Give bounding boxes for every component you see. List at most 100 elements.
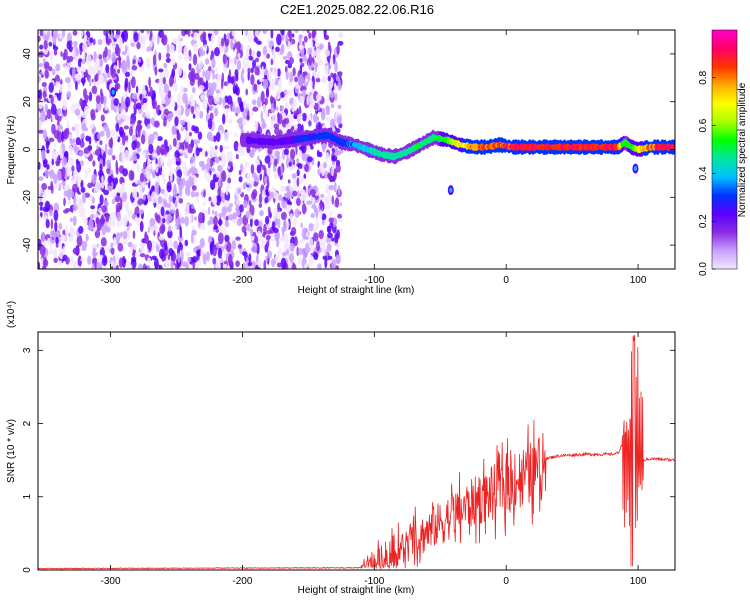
noise-blob — [256, 164, 262, 174]
noise-blob — [203, 168, 208, 179]
noise-blob — [64, 65, 70, 72]
noise-blob — [324, 152, 330, 162]
noise-blob — [176, 263, 180, 269]
noise-blob — [188, 176, 193, 188]
noise-blob — [244, 162, 251, 168]
noise-blob — [327, 232, 333, 239]
noise-blob — [71, 50, 76, 57]
noise-blob — [99, 58, 104, 67]
noise-blob — [291, 173, 297, 179]
noise-blob — [116, 187, 122, 194]
noise-blob — [163, 198, 167, 207]
noise-blob — [64, 184, 69, 191]
colorbar-gradient — [712, 30, 737, 269]
noise-blob — [76, 161, 82, 173]
noise-blob — [193, 126, 200, 134]
noise-blob — [48, 66, 53, 72]
noise-blob — [139, 93, 143, 101]
noise-blob — [187, 256, 192, 263]
noise-blob — [50, 218, 54, 230]
noise-blob — [186, 204, 190, 214]
noise-blob — [331, 165, 334, 177]
noise-blob — [154, 66, 158, 76]
noise-blob — [272, 67, 278, 77]
noise-blob — [55, 161, 60, 167]
noise-blob — [253, 120, 259, 132]
noise-blob — [323, 161, 327, 169]
noise-blob — [130, 264, 133, 269]
noise-blob — [51, 114, 54, 122]
noise-blob — [243, 200, 249, 207]
noise-blob — [117, 68, 120, 74]
noise-blob — [107, 185, 113, 191]
noise-blob — [221, 170, 227, 182]
noise-blob — [280, 185, 287, 192]
noise-blob — [243, 30, 247, 36]
noise-blob — [276, 106, 279, 112]
noise-blob — [298, 175, 305, 185]
noise-blob — [192, 113, 196, 119]
noise-blob — [264, 67, 268, 76]
noise-blob — [72, 30, 78, 36]
noise-blob — [115, 177, 118, 185]
noise-blob — [210, 50, 214, 57]
noise-blob — [172, 252, 177, 262]
noise-blob — [53, 257, 58, 263]
noise-blob — [235, 74, 239, 82]
noise-blob — [194, 246, 198, 252]
noise-blob — [80, 187, 86, 193]
noise-blob — [306, 231, 309, 238]
noise-blob — [335, 197, 340, 208]
noise-blob — [147, 257, 152, 264]
noise-blob — [210, 34, 215, 44]
noise-blob — [51, 68, 56, 76]
noise-blob — [298, 148, 302, 158]
noise-blob — [47, 30, 51, 38]
noise-blob — [199, 46, 204, 57]
noise-blob — [113, 134, 117, 139]
snr-panel: -300 -200 -100 0 100 0 1 2 3 Height of straight… — [6, 301, 676, 596]
noise-blob — [167, 90, 172, 99]
noise-blob — [59, 242, 63, 250]
noise-blob — [177, 107, 181, 119]
noise-blob — [103, 57, 108, 63]
noise-blob — [244, 55, 249, 62]
noise-blob — [235, 106, 241, 115]
noise-blob — [149, 217, 156, 227]
noise-blob — [85, 95, 90, 100]
noise-blob — [311, 31, 316, 39]
noise-blob — [143, 101, 148, 111]
noise-blob — [115, 232, 121, 242]
noise-blob — [151, 191, 157, 204]
noise-blob — [107, 149, 112, 156]
isolated-blob-core — [633, 166, 638, 172]
noise-blob — [224, 104, 230, 110]
noise-blob — [338, 31, 344, 38]
noise-blob — [289, 213, 293, 221]
noise-blob — [198, 85, 205, 91]
noise-blob — [66, 40, 71, 50]
noise-blob — [278, 194, 283, 201]
noise-blob — [197, 139, 200, 144]
noise-blob — [251, 50, 256, 58]
noise-blob — [331, 258, 336, 269]
noise-blob — [223, 66, 227, 73]
noise-blob — [321, 213, 327, 221]
noise-blob — [176, 176, 180, 183]
noise-blob — [176, 66, 183, 77]
noise-blob — [74, 108, 81, 116]
noise-blob — [48, 137, 55, 143]
noise-blob — [184, 106, 190, 117]
noise-blob — [118, 106, 123, 113]
noise-blob — [111, 51, 117, 64]
noise-blob — [53, 49, 58, 56]
noise-blob — [85, 135, 90, 142]
noise-blob — [217, 262, 221, 269]
noise-blob — [264, 215, 270, 225]
noise-blob — [80, 257, 86, 262]
noise-blob — [97, 133, 101, 140]
noise-blob — [120, 182, 126, 194]
noise-blob — [178, 198, 184, 204]
noise-blob — [171, 126, 175, 135]
noise-blob — [101, 175, 104, 184]
